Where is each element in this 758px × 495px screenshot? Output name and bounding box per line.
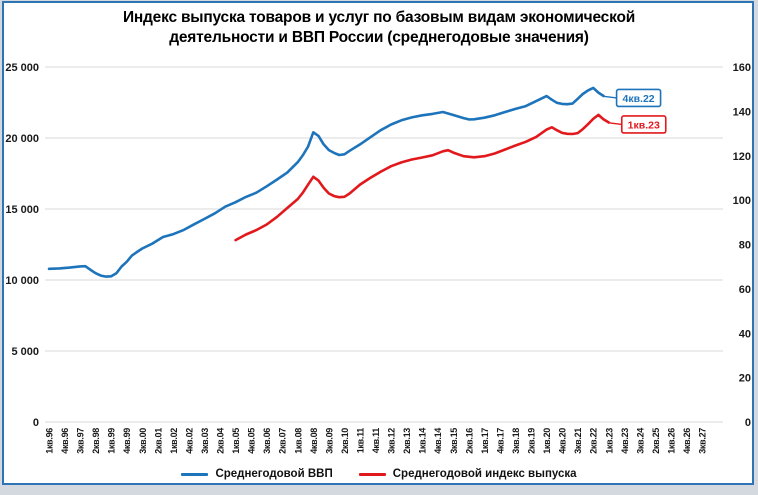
x-tick-label: 2кв.13: [402, 428, 412, 454]
y-axis-left-labels: 0 5 000 10 000 15 000 20 000 25 000: [5, 62, 39, 429]
legend-item-gdp: Среднегодовой ВВП: [181, 468, 333, 480]
series-output-line: [234, 113, 611, 242]
y-left-tick-label: 0: [33, 417, 39, 429]
x-tick-label: 4кв.05: [247, 428, 257, 454]
x-tick-label: 3кв.24: [635, 428, 645, 454]
x-tick-label: 1кв.14: [418, 428, 428, 454]
x-tick-label: 1кв.05: [231, 428, 241, 454]
x-tick-label: 2кв.16: [464, 428, 474, 454]
x-tick-label: 1кв.08: [293, 428, 303, 454]
x-tick-label: 2кв.01: [153, 428, 163, 454]
y-right-tick-label: 160: [733, 62, 751, 74]
x-tick-label: 3кв.12: [387, 428, 397, 454]
series-gdp-line: [47, 86, 605, 278]
y-left-tick-label: 10 000: [5, 275, 39, 287]
x-tick-label: 2кв.22: [589, 428, 599, 454]
x-tick-label: 3кв.18: [511, 428, 521, 454]
x-tick-label: 4кв.99: [122, 428, 132, 454]
x-tick-label: 3кв.15: [449, 428, 459, 454]
x-tick-label: 4кв.96: [60, 428, 70, 454]
x-tick-label: 1кв.96: [45, 428, 55, 454]
end-point-callouts: 4кв.22 1кв.23: [604, 88, 667, 134]
x-tick-label: 4кв.20: [558, 428, 568, 454]
x-tick-label: 4кв.11: [371, 428, 381, 454]
x-tick-label: 3кв.09: [324, 428, 334, 454]
callout-output: [620, 115, 667, 134]
legend-item-output: Среднегодовой индекс выпуска: [358, 468, 577, 480]
x-tick-label: 2кв.25: [651, 428, 661, 454]
y-left-tick-label: 5 000: [11, 346, 39, 358]
callout-gdp: [615, 88, 662, 108]
output-line-swatch-icon: [358, 472, 386, 476]
x-tick-label: 3кв.06: [262, 428, 272, 454]
x-tick-label: 3кв.21: [573, 428, 583, 454]
x-tick-label: 4кв.26: [682, 428, 692, 454]
callout-output-label: 1кв.23: [628, 119, 660, 131]
y-right-tick-label: 80: [739, 240, 751, 252]
legend-label-output: Среднегодовой индекс выпуска: [392, 468, 577, 480]
x-tick-label: 2кв.04: [216, 428, 226, 454]
y-left-tick-label: 15 000: [5, 204, 39, 216]
y-right-tick-label: 120: [733, 151, 751, 163]
x-tick-label: 2кв.07: [278, 428, 288, 454]
chart-frame: [2, 1, 754, 485]
x-tick-label: 1кв.02: [169, 428, 179, 454]
callout-leader-line: [604, 95, 617, 99]
x-tick-label: 4кв.08: [309, 428, 319, 454]
gridlines: [45, 66, 723, 423]
x-tick-label: 2кв.98: [91, 428, 101, 454]
y-left-tick-label: 20 000: [5, 133, 39, 145]
x-tick-label: 1кв.17: [480, 428, 490, 454]
x-tick-label: 1кв.99: [107, 428, 117, 454]
y-right-tick-label: 60: [739, 284, 751, 296]
y-left-tick-label: 25 000: [5, 62, 39, 74]
x-tick-label: 4кв.23: [620, 428, 630, 454]
gdp-line-swatch-icon: [181, 472, 209, 476]
callout-leader-line: [609, 122, 622, 126]
x-tick-label: 1кв.20: [542, 428, 552, 454]
y-right-tick-label: 20: [739, 373, 751, 385]
x-tick-label: 2кв.10: [340, 428, 350, 454]
chart-title-line-2: деятельности и ВВП России (среднегодовые…: [169, 29, 589, 46]
legend: Среднегодовой ВВП Среднегодовой индекс в…: [0, 468, 758, 480]
y-right-tick-label: 40: [739, 328, 751, 340]
y-right-tick-label: 100: [733, 195, 751, 207]
x-tick-label: 3кв.97: [76, 428, 86, 454]
x-tick-label: 4кв.17: [495, 428, 505, 454]
x-tick-label: 2кв.19: [527, 428, 537, 454]
y-right-tick-label: 140: [733, 106, 751, 118]
x-tick-label: 3кв.00: [138, 428, 148, 454]
callout-gdp-label: 4кв.22: [623, 93, 655, 105]
chart-title: Индекс выпуска товаров и услуг по базовы…: [0, 8, 758, 48]
x-tick-label: 1кв.23: [604, 428, 614, 454]
chart-title-line-1: Индекс выпуска товаров и услуг по базовы…: [122, 9, 636, 26]
x-tick-label: 1кв.26: [666, 428, 676, 454]
y-axis-right-labels: 0 20 40 60 80 100 120 140 160: [733, 62, 751, 429]
legend-label-gdp: Среднегодовой ВВП: [215, 468, 333, 480]
x-tick-label: 1кв.11: [355, 428, 365, 454]
y-right-tick-label: 0: [745, 417, 751, 429]
x-tick-label: 3кв.03: [200, 428, 210, 454]
x-tick-label: 3кв.27: [698, 428, 708, 454]
x-tick-label: 4кв.14: [433, 428, 443, 454]
series-lines: [47, 86, 611, 278]
x-axis-labels: 1кв.96 4кв.96 3кв.97 2кв.98 1кв.99 4кв.99 3кв.…: [45, 428, 708, 454]
x-tick-label: 4кв.02: [184, 428, 194, 454]
